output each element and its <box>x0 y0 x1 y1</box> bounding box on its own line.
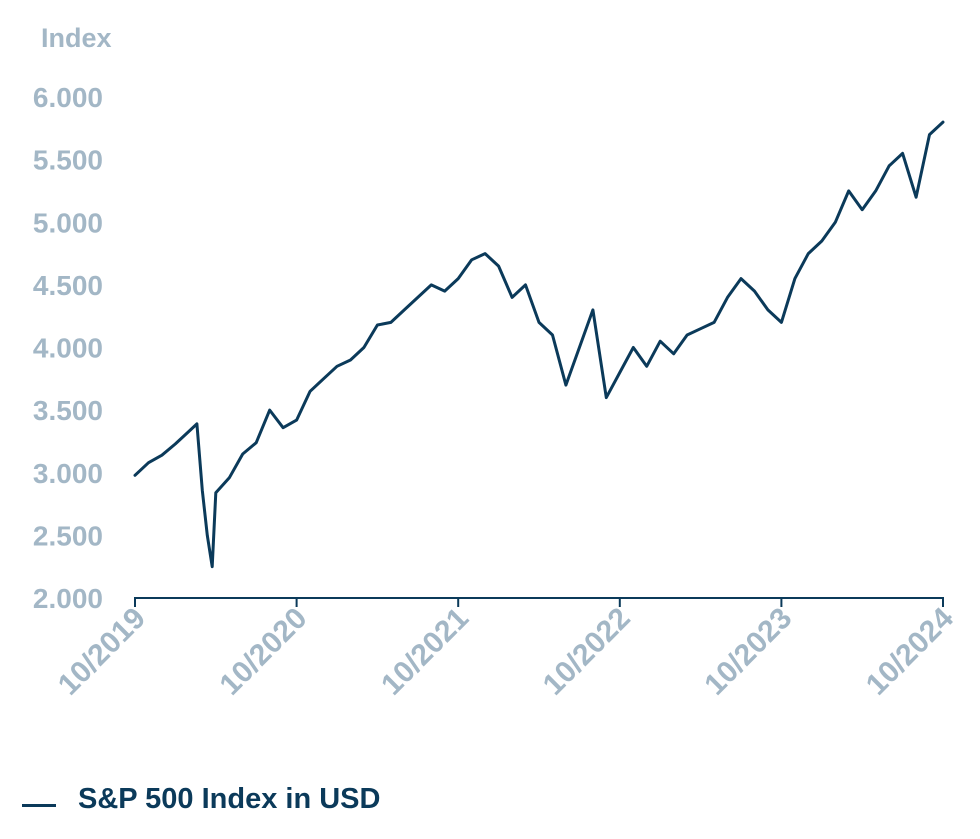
legend: S&P 500 Index in USD <box>22 783 380 816</box>
x-tick-label: 10/2024 <box>860 601 960 701</box>
y-tick-label: 5.000 <box>33 207 103 238</box>
legend-label: S&P 500 Index in USD <box>78 783 381 815</box>
x-tick-label: 10/2023 <box>698 602 798 702</box>
y-tick-label: 2.500 <box>33 520 103 551</box>
series-layer <box>133 120 945 569</box>
line-chart: Index 6.000 5.500 5.000 4.500 4.000 3.500 3.00… <box>33 23 960 702</box>
y-tick-label: 3.000 <box>33 458 103 489</box>
y-axis-title: Index <box>41 23 112 53</box>
x-axis: 10/2019 10/2020 10/2021 10/2022 10/2023 10/20… <box>52 597 960 702</box>
series-line <box>133 120 945 569</box>
y-tick-label: 6.000 <box>33 82 103 113</box>
x-tick-label: 10/2019 <box>52 602 152 702</box>
y-tick-label: 5.500 <box>33 145 103 176</box>
legend-swatch <box>22 804 56 807</box>
y-tick-label: 2.000 <box>33 583 103 614</box>
y-tick-label: 4.500 <box>33 270 103 301</box>
y-axis-ticks: 6.000 5.500 5.000 4.500 4.000 3.500 3.000 2.500… <box>33 82 103 614</box>
x-tick-label: 10/2022 <box>537 602 637 702</box>
x-tick-label: 10/2020 <box>214 602 314 702</box>
x-tick-label: 10/2021 <box>375 602 475 702</box>
y-tick-label: 3.500 <box>33 395 103 426</box>
y-tick-label: 4.000 <box>33 333 103 364</box>
